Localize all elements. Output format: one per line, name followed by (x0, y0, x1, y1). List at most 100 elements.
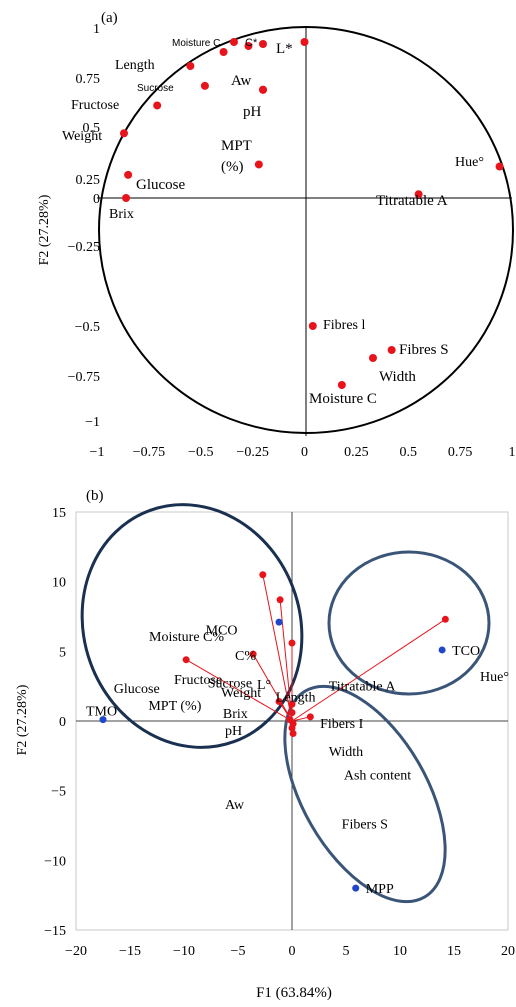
panel-b-variable-point (182, 656, 190, 664)
panel-a-y-ticks: 1 0.75 0.5 0.25 0 −0.25 −0.5 −0.75 −1 (68, 22, 100, 430)
panel-b-variable-point (275, 697, 283, 705)
panel-a-y-tick-label: −0.5 (75, 320, 100, 335)
panel-b-text-labels: Glucose Sucrose Length MPT (%) Brix pH Titrata… (114, 677, 411, 833)
panel-a-variable-point (259, 85, 267, 94)
panel-a-y-tick-label: 1 (93, 22, 100, 37)
panel-b-variable-point (249, 650, 257, 658)
label-b-c: C% (235, 649, 256, 664)
panel-b-x-tick-label: −20 (65, 944, 87, 959)
label-mpt-percent: (%) (221, 159, 244, 175)
label-b-mco: MCO (206, 624, 238, 639)
panel-b-y-tick-label: 5 (59, 645, 66, 660)
label-moisture-c-bottom: Moisture C (309, 391, 377, 407)
label-b-weight: Weight (221, 686, 261, 701)
panel-b-x-ticks: −20 −15 −10 −5 0 5 10 15 20 (65, 944, 515, 959)
panel-b-variable-point (441, 615, 449, 623)
panel-b-x-tick-label: −5 (231, 944, 246, 959)
cluster-ellipse-mco-tmo (80, 503, 304, 749)
panel-a-x-tick-label: −1 (90, 445, 105, 460)
panel-b-vector (252, 653, 293, 722)
panel-b-y-tick-label: −15 (44, 924, 66, 939)
panel-b-x-tick-label: 20 (501, 944, 515, 959)
panel-a-variable-point (229, 38, 238, 46)
panel-a-y-tick-label: −0.75 (68, 370, 100, 385)
panel-b-text-label: Fibers I (320, 717, 364, 732)
panel-b-sample-points: TCO TMO MPP (86, 618, 480, 897)
panel-a-y-tick-label: −0.25 (68, 240, 100, 255)
panel-b-variable-points (182, 571, 449, 738)
panel-a-variable-point (219, 48, 228, 56)
panel-b-variable-point (276, 596, 284, 604)
label-b-hue: Hue° (480, 670, 509, 685)
panel-a-variable-point (300, 38, 309, 46)
label-b-fructose: Fructose (174, 673, 222, 688)
panel-a-point-labels: Moisture C C* L* Length Sucrose Aw pH Fr… (62, 37, 484, 407)
panel-b-sample-point (352, 884, 360, 892)
label-fibres-l: Fibres l (323, 318, 366, 333)
panel-a-points (119, 38, 504, 389)
label-width: Width (379, 369, 416, 385)
panel-b-vector (291, 618, 446, 722)
panel-a-variable-point (254, 160, 263, 169)
panel-b-text-label: Fibers S (342, 817, 388, 832)
panel-b-variable-point (288, 724, 296, 732)
panel-a-x-tick-label: 0.25 (344, 445, 369, 460)
panel-b-sample-label: TMO (86, 705, 117, 720)
panel-b-labels: Moisture C% C% Hue° Fructose L° Weight M… (149, 624, 509, 701)
panel-b-variable-point (289, 730, 297, 738)
label-mpt: MPT (221, 138, 252, 154)
panel-b-text-label: Glucose (114, 682, 160, 697)
panel-a-variable-point (122, 194, 131, 202)
panel-a-variable-point (244, 42, 253, 50)
cluster-ellipse-tco (327, 550, 491, 696)
panel-a-x-tick-label: 0.5 (400, 445, 418, 460)
label-hue: Hue° (455, 155, 484, 170)
panel-a-x-tick-label: 0 (301, 445, 308, 460)
panel-b-variable-point (306, 713, 314, 721)
panel-b-variable-point (288, 639, 296, 647)
panel-a-variable-point (368, 354, 377, 362)
panel-b-variable-point (259, 571, 267, 579)
label-l-star: L* (276, 41, 293, 57)
panel-a-y-tick-label: −1 (85, 415, 100, 430)
label-fibres-s: Fibres S (399, 342, 449, 358)
panel-a-y-axis-label: F2 (27.28%) (37, 194, 52, 265)
panel-a-x-tick-label: −0.5 (188, 445, 213, 460)
panel-b-y-tick-label: 0 (59, 715, 66, 730)
panel-b-label: (b) (86, 488, 104, 504)
label-glucose: Glucose (136, 177, 185, 193)
panel-a-variable-point (119, 129, 128, 138)
panel-b-y-tick-label: −10 (44, 854, 66, 869)
panel-a-y-tick-label: 0 (93, 192, 100, 207)
panel-b-x-tick-label: −15 (119, 944, 141, 959)
panel-a-variable-point (186, 62, 195, 70)
label-length: Length (115, 58, 155, 73)
label-brix: Brix (109, 207, 134, 222)
panel-b: (b) F2 (27.28%) F1 (63.84%) −20 −15 −10 −5 0… (15, 488, 515, 1001)
panel-b-vectors (185, 574, 446, 734)
panel-b-sample-label: TCO (452, 644, 480, 659)
panel-a-variable-point (259, 40, 267, 48)
panel-b-x-tick-label: 10 (393, 944, 407, 959)
label-moisture-c-top: Moisture C (172, 38, 220, 49)
panel-b-y-tick-label: 15 (52, 506, 66, 521)
panel-b-vector (262, 574, 293, 722)
panel-b-text-label: Titratable A (329, 679, 397, 694)
label-ph: pH (243, 104, 262, 120)
panel-a-x-tick-label: 1 (509, 445, 516, 460)
label-weight: Weight (62, 129, 102, 144)
panel-b-variable-point (288, 700, 296, 708)
panel-b-sample-point (99, 716, 107, 724)
panel-b-sample-point (438, 646, 446, 654)
panel-b-text-label: Ash content (344, 769, 411, 784)
panel-a-variable-point (495, 162, 504, 171)
label-sucrose: Sucrose (137, 83, 174, 94)
panel-a-variable-point (337, 381, 346, 389)
panel-b-text-label: Aw (225, 798, 245, 813)
panel-a-variable-point (200, 81, 209, 90)
panel-a-x-tick-label: −0.25 (236, 445, 268, 460)
panel-b-x-tick-label: 5 (343, 944, 350, 959)
panel-a-x-tick-label: −0.75 (133, 445, 165, 460)
panel-a-x-tick-label: 0.75 (448, 445, 473, 460)
